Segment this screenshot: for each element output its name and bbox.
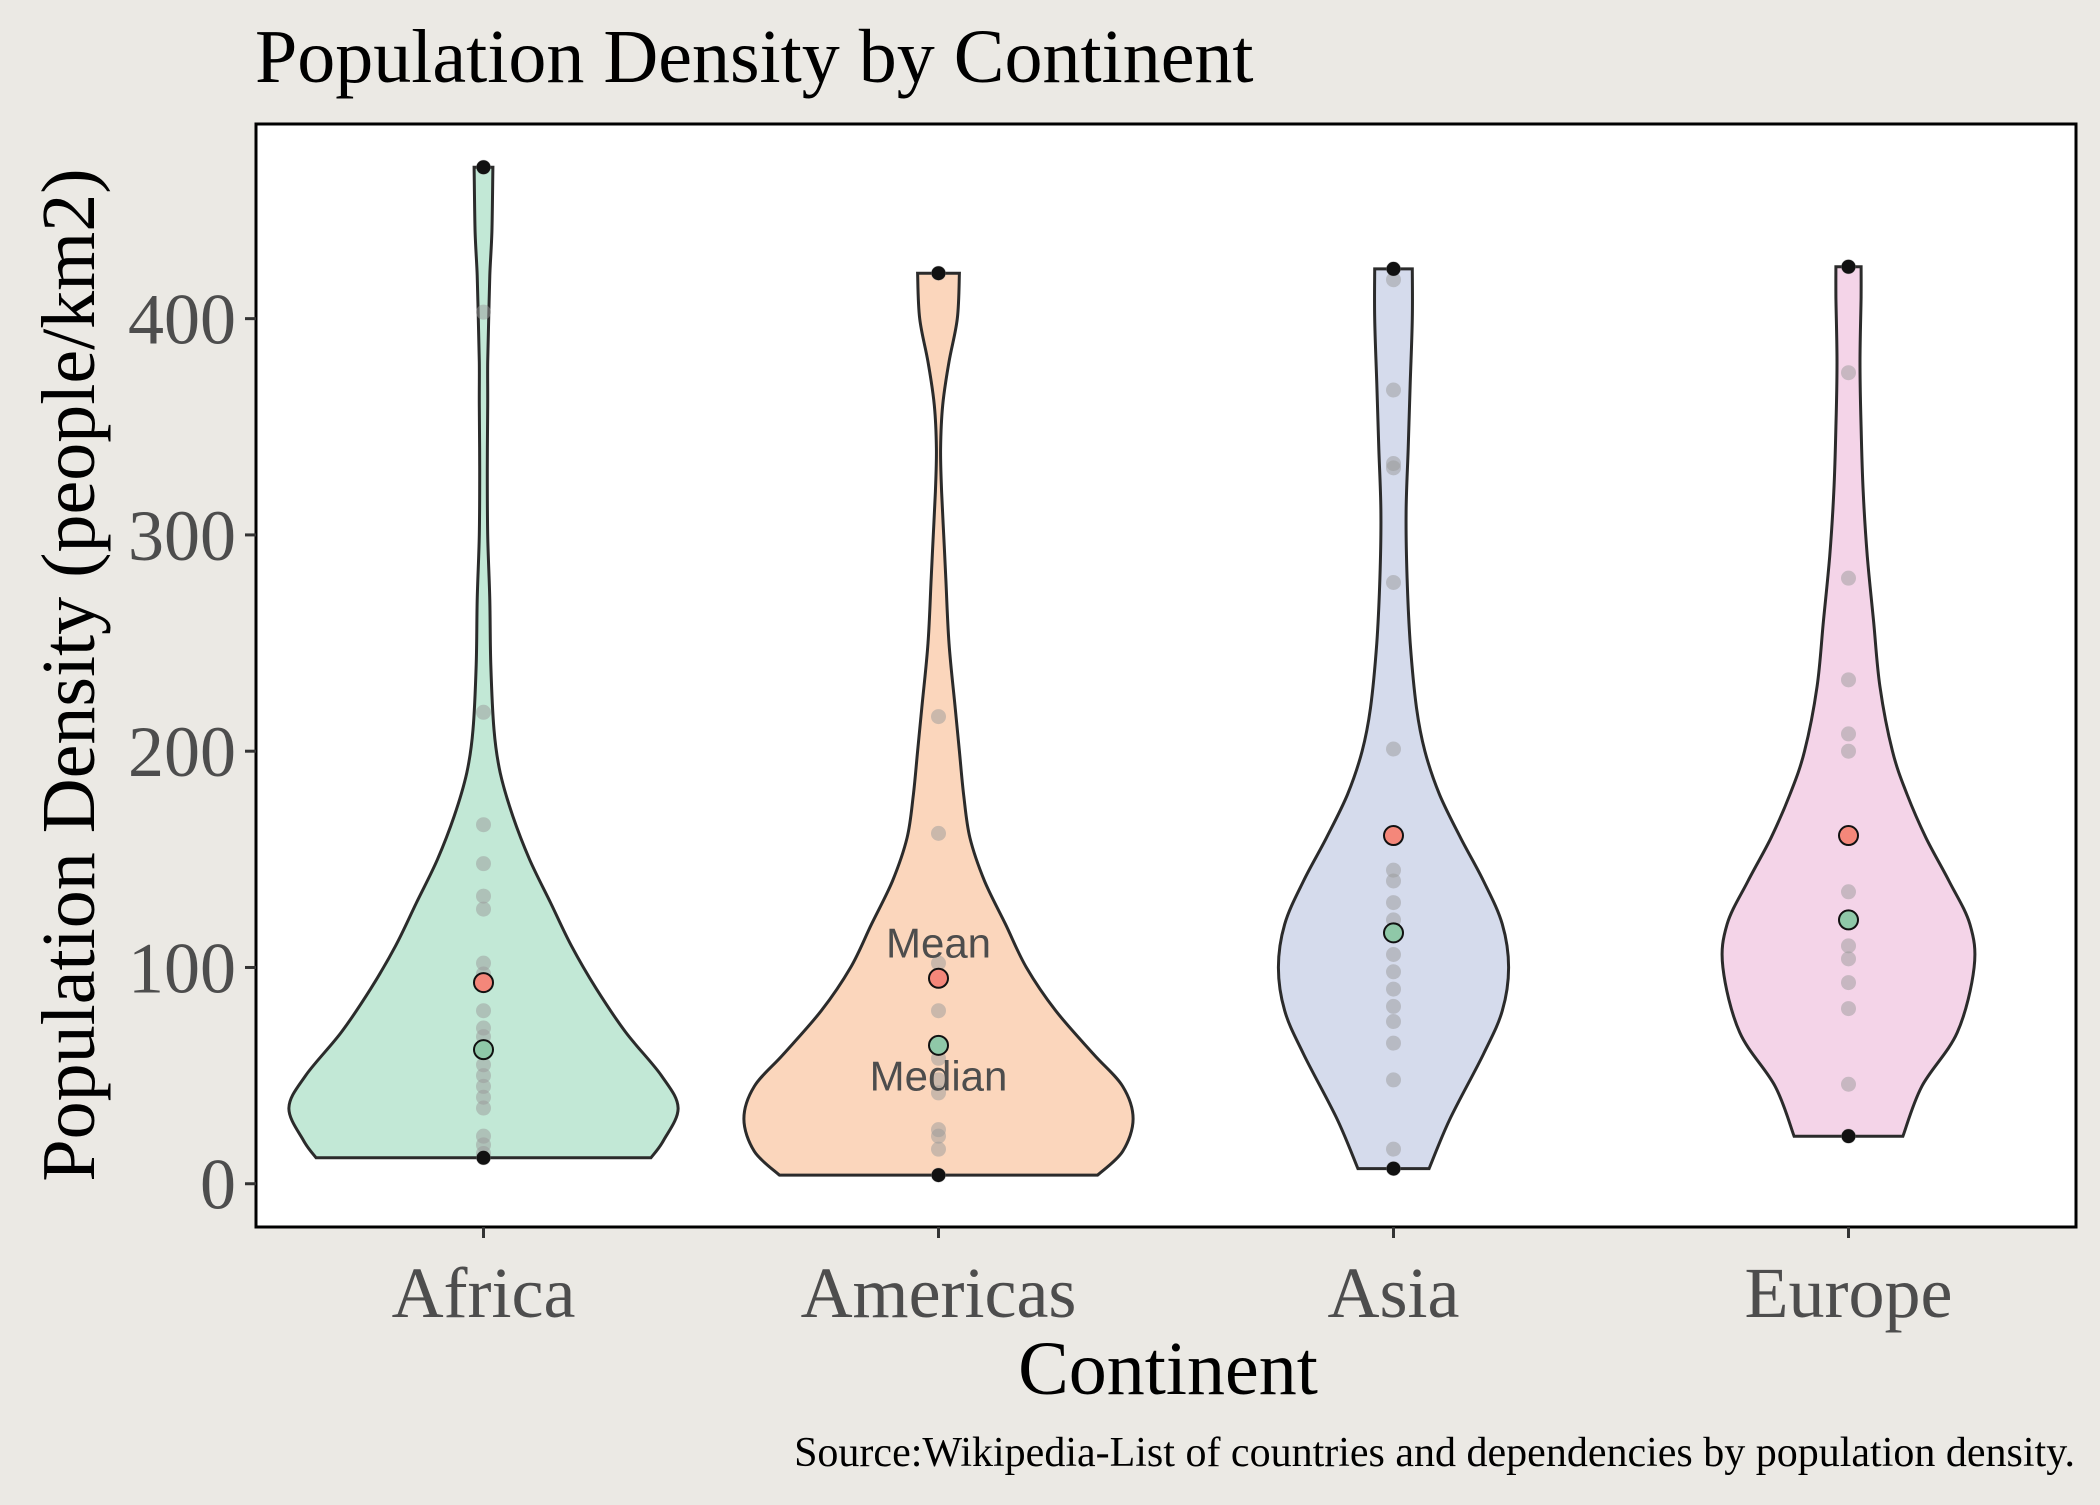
y-tick-label: 100	[128, 928, 236, 1008]
x-tick-label-africa: Africa	[392, 1253, 576, 1333]
mean-marker-europe	[1838, 825, 1859, 847]
data-point	[476, 1078, 491, 1094]
data-point	[476, 817, 491, 833]
data-point	[1386, 272, 1401, 288]
data-point	[476, 1100, 491, 1116]
data-point	[1841, 672, 1856, 688]
y-axis: 0 100 200 300 400	[128, 280, 256, 1225]
data-point	[476, 1068, 491, 1084]
violins-layer	[287, 165, 1977, 1177]
data-point	[931, 1072, 946, 1088]
data-point	[1841, 1076, 1856, 1092]
x-tick-label-americas: Americas	[801, 1253, 1077, 1333]
data-point	[476, 1128, 491, 1144]
data-point	[476, 704, 491, 720]
violin-asia	[1276, 267, 1511, 1171]
data-point	[476, 901, 491, 917]
data-point	[1386, 862, 1401, 878]
extreme-point	[1841, 1129, 1856, 1144]
data-point	[1386, 741, 1401, 757]
data-point	[1841, 743, 1856, 759]
mean-annotation: Mean	[886, 919, 991, 966]
y-axis-title: Population Density (people/km2)	[27, 168, 111, 1181]
data-point	[1386, 1072, 1401, 1088]
annotations-layer: Mean Median	[870, 919, 1008, 1099]
data-point	[931, 1141, 946, 1157]
data-point	[931, 955, 946, 971]
data-point	[1841, 951, 1856, 967]
data-point	[1386, 1141, 1401, 1157]
data-point	[476, 856, 491, 872]
x-axis: Africa Americas Asia Europe	[392, 1227, 1953, 1333]
data-point	[931, 1085, 946, 1101]
data-point	[476, 1003, 491, 1019]
median-marker-asia	[1383, 922, 1404, 944]
data-point	[1841, 570, 1856, 586]
data-point	[1386, 873, 1401, 889]
y-tick-label: 400	[128, 280, 236, 360]
data-point	[476, 955, 491, 971]
violin-americas	[742, 271, 1135, 1177]
data-point	[1841, 884, 1856, 900]
data-point	[1386, 1014, 1401, 1030]
data-point	[1386, 981, 1401, 997]
data-point	[476, 888, 491, 904]
extreme-point	[476, 160, 491, 175]
extreme-point	[931, 1168, 946, 1183]
y-tick-label: 0	[200, 1145, 236, 1225]
median-marker-europe	[1838, 909, 1859, 931]
data-point	[1841, 726, 1856, 742]
data-point	[1841, 938, 1856, 954]
data-point	[931, 709, 946, 725]
data-point	[1841, 365, 1856, 381]
data-point	[476, 1057, 491, 1073]
source-caption: Source:Wikipedia-List of countries and d…	[794, 1430, 2075, 1476]
extreme-point	[1386, 261, 1401, 276]
data-point	[1386, 1035, 1401, 1051]
x-tick-label-asia: Asia	[1328, 1253, 1460, 1333]
mean-marker-asia	[1383, 825, 1404, 847]
data-point	[931, 1122, 946, 1138]
chart-title: Population Density by Continent	[255, 15, 1254, 99]
data-point	[1386, 946, 1401, 962]
violin-europe	[1720, 265, 1977, 1138]
median-marker-africa	[473, 1039, 494, 1061]
mean-marker-americas	[928, 967, 949, 989]
data-point	[476, 304, 491, 320]
extreme-point	[1386, 1161, 1401, 1176]
median-marker-americas	[928, 1034, 949, 1056]
data-point	[1386, 382, 1401, 398]
extreme-point	[1841, 259, 1856, 274]
data-point	[1386, 998, 1401, 1014]
data-point	[931, 1003, 946, 1019]
violin-africa	[287, 165, 680, 1160]
median-annotation: Median	[870, 1052, 1008, 1099]
data-point	[476, 1089, 491, 1105]
data-point	[931, 825, 946, 841]
data-point	[1841, 1001, 1856, 1017]
y-tick-label: 200	[128, 712, 236, 792]
x-tick-label-europe: Europe	[1745, 1253, 1953, 1333]
data-point	[1386, 895, 1401, 911]
data-point	[476, 1020, 491, 1036]
extreme-point	[476, 1150, 491, 1165]
data-point	[1841, 975, 1856, 991]
x-axis-title: Continent	[1018, 1327, 1318, 1411]
markers-layer	[473, 160, 1859, 1183]
extreme-point	[931, 266, 946, 281]
data-point	[1386, 456, 1401, 472]
y-tick-label: 300	[128, 496, 236, 576]
data-point	[1386, 575, 1401, 591]
mean-marker-africa	[473, 972, 494, 994]
data-point	[1386, 964, 1401, 980]
